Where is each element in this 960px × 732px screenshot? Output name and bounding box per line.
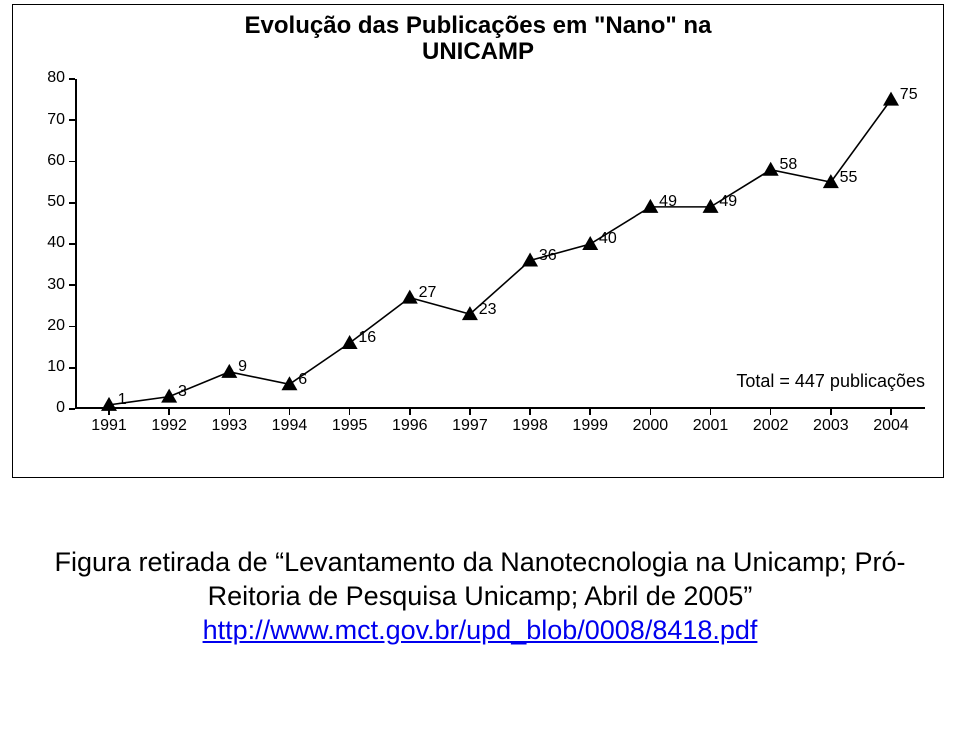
y-tick-label: 10 — [25, 358, 65, 376]
caption-link[interactable]: http://www.mct.gov.br/upd_blob/0008/8418… — [203, 615, 758, 645]
y-tick — [69, 367, 75, 369]
x-tick — [409, 409, 411, 415]
data-marker-triangle-icon — [703, 199, 719, 213]
data-label: 16 — [358, 329, 376, 347]
x-tick-label: 2000 — [620, 417, 680, 435]
y-tick — [69, 202, 75, 204]
data-label: 55 — [840, 169, 858, 187]
y-tick — [69, 243, 75, 245]
chart-annotation-total: Total = 447 publicações — [736, 371, 925, 392]
data-marker-triangle-icon — [161, 389, 177, 403]
x-tick-label: 1991 — [79, 417, 139, 435]
data-label: 49 — [719, 193, 737, 211]
figure-caption: Figura retirada de “Levantamento da Nano… — [30, 546, 930, 647]
data-label: 36 — [539, 247, 557, 265]
x-tick — [770, 409, 772, 415]
data-marker-triangle-icon — [883, 92, 899, 106]
x-tick-label: 1993 — [199, 417, 259, 435]
x-tick-label: 2002 — [741, 417, 801, 435]
x-tick-label: 1999 — [560, 417, 620, 435]
y-tick-label: 80 — [25, 69, 65, 87]
x-tick — [469, 409, 471, 415]
x-tick — [710, 409, 712, 415]
data-label: 75 — [900, 86, 918, 104]
y-tick-label: 0 — [25, 399, 65, 417]
x-tick-label: 2003 — [801, 417, 861, 435]
x-tick — [108, 409, 110, 415]
x-tick — [168, 409, 170, 415]
data-marker-triangle-icon — [642, 199, 658, 213]
data-marker-triangle-icon — [582, 236, 598, 250]
x-tick-label: 1996 — [380, 417, 440, 435]
x-tick-label: 2001 — [681, 417, 741, 435]
chart-title-line2: UNICAMP — [13, 39, 943, 64]
chart-series — [75, 79, 925, 409]
data-label: 9 — [238, 358, 247, 376]
x-tick — [589, 409, 591, 415]
data-label: 27 — [419, 284, 437, 302]
data-label: 6 — [298, 371, 307, 389]
y-tick-label: 40 — [25, 234, 65, 252]
x-tick — [229, 409, 231, 415]
data-label: 1 — [118, 391, 127, 409]
chart-plot-area: 0102030405060708019911992199319941995199… — [75, 79, 925, 409]
chart-title-line1: Evolução das Publicações em "Nano" na — [13, 13, 943, 38]
y-tick — [69, 161, 75, 163]
x-tick — [529, 409, 531, 415]
x-tick — [650, 409, 652, 415]
x-tick — [830, 409, 832, 415]
y-tick-label: 30 — [25, 276, 65, 294]
x-tick — [349, 409, 351, 415]
y-tick-label: 20 — [25, 317, 65, 335]
y-tick-label: 50 — [25, 193, 65, 211]
data-label: 49 — [659, 193, 677, 211]
x-tick-label: 2004 — [861, 417, 921, 435]
data-label: 40 — [599, 230, 617, 248]
caption-text: Figura retirada de “Levantamento da Nano… — [55, 547, 906, 611]
y-tick-label: 60 — [25, 152, 65, 170]
data-label: 23 — [479, 301, 497, 319]
y-tick — [69, 119, 75, 121]
x-tick-label: 1998 — [500, 417, 560, 435]
y-tick — [69, 326, 75, 328]
x-tick-label: 1992 — [139, 417, 199, 435]
x-tick-label: 1997 — [440, 417, 500, 435]
data-marker-triangle-icon — [402, 290, 418, 304]
chart-frame: Evolução das Publicações em "Nano" na UN… — [12, 4, 944, 478]
x-tick-label: 1995 — [320, 417, 380, 435]
data-marker-triangle-icon — [763, 162, 779, 176]
y-tick — [69, 78, 75, 80]
x-tick — [890, 409, 892, 415]
y-tick — [69, 284, 75, 286]
data-marker-triangle-icon — [342, 335, 358, 349]
data-label: 58 — [779, 156, 797, 174]
y-tick-label: 70 — [25, 111, 65, 129]
data-label: 3 — [178, 383, 187, 401]
y-tick — [69, 408, 75, 410]
data-marker-triangle-icon — [221, 364, 237, 378]
x-tick — [289, 409, 291, 415]
x-tick-label: 1994 — [259, 417, 319, 435]
